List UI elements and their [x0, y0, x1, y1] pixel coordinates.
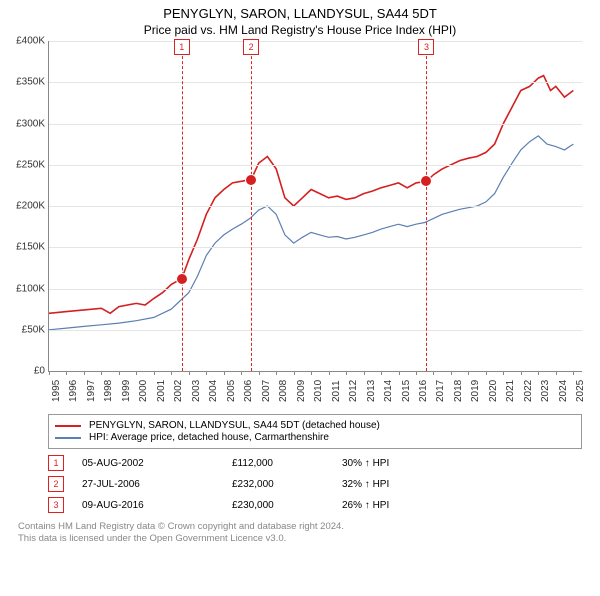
- y-axis-label: £400K: [3, 36, 45, 47]
- series-line: [49, 76, 573, 314]
- y-axis-label: £350K: [3, 77, 45, 88]
- y-axis-label: £250K: [3, 159, 45, 170]
- event-marker-box: 2: [243, 39, 259, 55]
- event-date: 09-AUG-2016: [82, 500, 232, 511]
- event-vline: [426, 41, 427, 371]
- chart-subtitle: Price paid vs. HM Land Registry's House …: [0, 23, 600, 37]
- event-row: 3 09-AUG-2016£230,00026% ↑ HPI: [48, 497, 582, 513]
- event-date: 27-JUL-2006: [82, 479, 232, 490]
- y-gridline: [49, 124, 582, 125]
- footer-attribution: Contains HM Land Registry data © Crown c…: [18, 521, 582, 546]
- y-gridline: [49, 41, 582, 42]
- event-price: £232,000: [232, 479, 342, 490]
- event-marker-box: 3: [418, 39, 434, 55]
- y-gridline: [49, 165, 582, 166]
- event-vline: [251, 41, 252, 371]
- event-marker-box: 1: [174, 39, 190, 55]
- event-price: £230,000: [232, 500, 342, 511]
- event-number-box: 2: [48, 476, 64, 492]
- footer-line-1: Contains HM Land Registry data © Crown c…: [18, 521, 582, 533]
- legend-swatch-property: [55, 425, 81, 427]
- y-gridline: [49, 247, 582, 248]
- event-point-marker: [245, 174, 257, 186]
- y-gridline: [49, 82, 582, 83]
- legend-label-property: PENYGLYN, SARON, LLANDYSUL, SA44 5DT (de…: [89, 420, 380, 431]
- event-number-box: 3: [48, 497, 64, 513]
- y-axis-label: £0: [3, 366, 45, 377]
- event-point-marker: [176, 273, 188, 285]
- y-axis-label: £300K: [3, 118, 45, 129]
- event-vline: [182, 41, 183, 371]
- chart-plot-area: £0£50K£100K£150K£200K£250K£300K£350K£400…: [48, 41, 582, 372]
- legend-swatch-hpi: [55, 437, 81, 439]
- y-axis-label: £100K: [3, 283, 45, 294]
- event-row: 2 27-JUL-2006£232,00032% ↑ HPI: [48, 476, 582, 492]
- x-axis-labels: 1995199619971998199920002001200220032004…: [48, 372, 582, 408]
- legend-label-hpi: HPI: Average price, detached house, Carm…: [89, 432, 329, 443]
- y-gridline: [49, 289, 582, 290]
- event-number-box: 1: [48, 455, 64, 471]
- y-axis-label: £150K: [3, 242, 45, 253]
- legend-row-hpi: HPI: Average price, detached house, Carm…: [55, 432, 575, 443]
- y-axis-label: £50K: [3, 324, 45, 335]
- event-table: 1 05-AUG-2002£112,00030% ↑ HPI 2 27-JUL-200…: [48, 455, 582, 513]
- event-point-marker: [420, 175, 432, 187]
- y-gridline: [49, 206, 582, 207]
- footer-line-2: This data is licensed under the Open Gov…: [18, 533, 582, 545]
- event-pct: 30% ↑ HPI: [342, 458, 389, 469]
- event-pct: 32% ↑ HPI: [342, 479, 389, 490]
- y-axis-label: £200K: [3, 201, 45, 212]
- event-pct: 26% ↑ HPI: [342, 500, 389, 511]
- x-axis-label: 2025: [575, 380, 600, 402]
- chart-title: PENYGLYN, SARON, LLANDYSUL, SA44 5DT: [0, 6, 600, 21]
- event-row: 1 05-AUG-2002£112,00030% ↑ HPI: [48, 455, 582, 471]
- event-price: £112,000: [232, 458, 342, 469]
- chart-legend: PENYGLYN, SARON, LLANDYSUL, SA44 5DT (de…: [48, 414, 582, 449]
- event-date: 05-AUG-2002: [82, 458, 232, 469]
- y-gridline: [49, 330, 582, 331]
- legend-row-property: PENYGLYN, SARON, LLANDYSUL, SA44 5DT (de…: [55, 420, 575, 431]
